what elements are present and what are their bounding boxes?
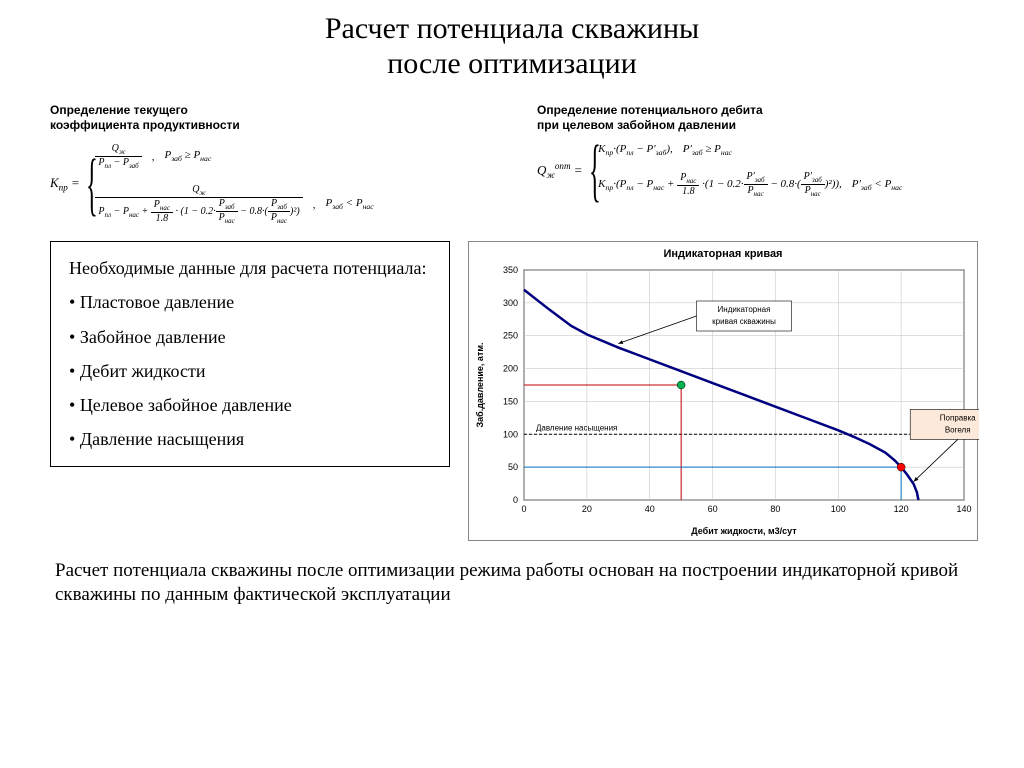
databox-list: Пластовое давление Забойное давление Деб… [69, 290, 433, 451]
indicator-chart: Индикаторная кривая 0 20 40 60 80 100 120 140 0 5… [468, 241, 978, 541]
svg-text:200: 200 [503, 364, 518, 374]
svg-text:Дебит жидкости, м3/сут: Дебит жидкости, м3/сут [691, 526, 797, 536]
right-formula-col: Определение потенциального дебитапри цел… [537, 103, 984, 225]
qopt-c1-expr: Kпр·(Pпл − P′заб), [598, 143, 673, 157]
svg-text:300: 300 [503, 298, 518, 308]
svg-text:40: 40 [645, 504, 655, 514]
kpr-c1-num: Qж [109, 143, 129, 156]
title-line1: Расчет потенциала скважины [325, 12, 699, 45]
formula-kpr: Kпр = { Qж Pпл − Pзаб , Pзаб ≥ Pнас Qж [50, 143, 497, 225]
formula-qopt-lhs: Qжопт = [537, 161, 583, 180]
svg-text:120: 120 [894, 504, 909, 514]
svg-text:350: 350 [503, 265, 518, 275]
qopt-c2-expr: Kпр·(Pпл − Pнас + Pнас1.8 ·(1 − 0.2·P′за… [598, 171, 842, 198]
formula-kpr-lhs: Kпр = [50, 175, 80, 193]
brace-icon: { [86, 160, 98, 209]
brace-icon: { [589, 146, 601, 195]
qopt-c2-cond: P′заб < Pнас [852, 178, 903, 192]
svg-text:Давление насыщения: Давление насыщения [536, 423, 617, 432]
title-line2: после оптимизации [387, 47, 637, 80]
kpr-c2-cond: Pзаб < Pнас [325, 197, 373, 211]
qopt-c1-cond: P′заб ≥ Pнас [683, 143, 732, 157]
svg-text:100: 100 [503, 429, 518, 439]
list-item: Забойное давление [69, 325, 433, 349]
chart-svg: 0 20 40 60 80 100 120 140 0 50 100 150 200 250 300 350 Д… [469, 262, 979, 540]
main-row: Необходимые данные для расчета потенциал… [0, 241, 1024, 541]
svg-text:кривая скважины: кривая скважины [712, 317, 776, 326]
svg-text:Заб.давление, атм.: Заб.давление, атм. [475, 343, 485, 428]
required-data-box: Необходимые данные для расчета потенциал… [50, 241, 450, 467]
page-title: Расчет потенциала скважины после оптимиз… [0, 0, 1024, 81]
list-item: Давление насыщения [69, 427, 433, 451]
svg-text:0: 0 [513, 495, 518, 505]
kpr-c2-den: Pпл − Pнас + Pнас1.8 · (1 − 0.2·PзабPнас… [95, 198, 302, 225]
svg-text:140: 140 [956, 504, 971, 514]
list-item: Целевое забойное давление [69, 393, 433, 417]
qopt-case1: Kпр·(Pпл − P′заб), P′заб ≥ Pнас [598, 143, 902, 157]
formula-qopt: Qжопт = { Kпр·(Pпл − P′заб), P′заб ≥ Pна… [537, 143, 984, 198]
list-item: Пластовое давление [69, 290, 433, 314]
svg-text:150: 150 [503, 396, 518, 406]
svg-text:250: 250 [503, 331, 518, 341]
kpr-c1-cond: Pзаб ≥ Pнас [164, 149, 211, 163]
kpr-c1-den: Pпл − Pзаб [95, 157, 141, 170]
svg-text:50: 50 [508, 462, 518, 472]
svg-text:Индикаторная: Индикаторная [718, 305, 771, 314]
svg-text:0: 0 [521, 504, 526, 514]
bottom-caption: Расчет потенциала скважины после оптимиз… [0, 541, 1024, 607]
left-formula-col: Определение текущегокоэффициента продукт… [50, 103, 497, 225]
svg-text:Вогеля: Вогеля [945, 425, 971, 434]
qopt-case2: Kпр·(Pпл − Pнас + Pнас1.8 ·(1 − 0.2·P′за… [598, 171, 902, 198]
svg-text:Поправка: Поправка [940, 413, 976, 422]
svg-text:100: 100 [831, 504, 846, 514]
kpr-case1: Qж Pпл − Pзаб , Pзаб ≥ Pнас [95, 143, 373, 170]
svg-text:60: 60 [708, 504, 718, 514]
databox-heading: Необходимые данные для расчета потенциал… [69, 256, 433, 280]
right-section-label: Определение потенциального дебитапри цел… [537, 103, 984, 133]
left-section-label: Определение текущегокоэффициента продукт… [50, 103, 497, 133]
kpr-case2: Qж Pпл − Pнас + Pнас1.8 · (1 − 0.2·PзабP… [95, 184, 373, 225]
list-item: Дебит жидкости [69, 359, 433, 383]
svg-text:20: 20 [582, 504, 592, 514]
chart-title: Индикаторная кривая [469, 242, 977, 262]
svg-text:80: 80 [770, 504, 780, 514]
kpr-c2-num: Qж [189, 184, 209, 197]
formulas-row: Определение текущегокоэффициента продукт… [0, 103, 1024, 225]
